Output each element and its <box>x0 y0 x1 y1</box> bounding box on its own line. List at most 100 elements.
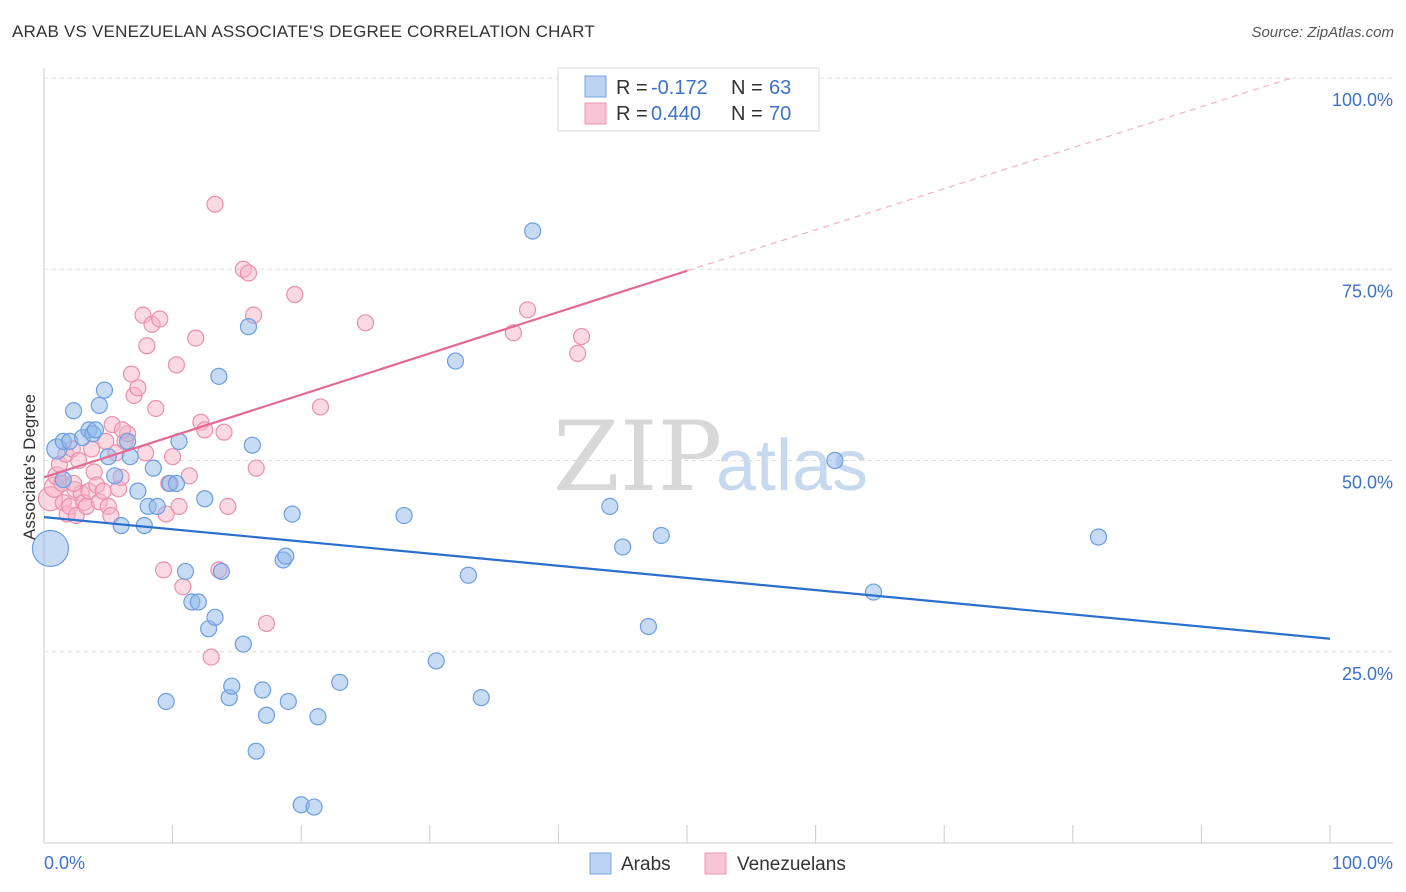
axes <box>43 68 1393 844</box>
arabs-point-60 <box>826 451 844 470</box>
arabs-point-28 <box>189 593 207 611</box>
arabs-point-52 <box>446 352 465 370</box>
venezuelans-point-54 <box>215 423 233 441</box>
arabs-point-24 <box>167 474 186 493</box>
arabs-point-50 <box>395 506 413 525</box>
venezuelans-point-61 <box>286 285 304 304</box>
arabs-point-35 <box>223 677 241 695</box>
venezuelans-point-63 <box>356 314 375 332</box>
legend-arab-r-label: R = <box>616 77 648 99</box>
gridlines <box>44 77 1393 653</box>
venezuelans-trend-extension <box>686 77 1292 272</box>
arabs-point-58 <box>639 617 658 636</box>
arabs-point-13 <box>106 467 124 485</box>
bottom-legend-venez-swatch <box>704 852 727 875</box>
y-tick-labels: 25.0% 50.0% 75.0% 100.0% <box>1332 90 1393 684</box>
venezuelans-point-48 <box>187 329 205 347</box>
legend-venez-r-value: 0.440 <box>651 103 701 125</box>
arabs-point-33 <box>212 562 231 581</box>
stats-legend: R = -0.172 N = 63 R = 0.440 N = 70 <box>557 67 820 132</box>
x-tick-label-max: 100.0% <box>1332 853 1393 873</box>
venezuelans-point-59 <box>247 459 265 477</box>
venezuelans-point-67 <box>572 327 591 346</box>
arabs-point-62 <box>1089 528 1108 546</box>
arabs-point-15 <box>118 432 137 450</box>
arabs-point-43 <box>277 547 295 565</box>
legend-venez-swatch <box>584 102 607 125</box>
venezuelans-point-43 <box>164 448 182 466</box>
arabs-point-54 <box>472 689 490 707</box>
venezuelans-point-51 <box>202 648 220 666</box>
venezuelans-point-55 <box>219 497 237 515</box>
bottom-legend-venez-label: Venezuelans <box>737 854 846 875</box>
arabs-point-10 <box>90 396 108 415</box>
arabs-point-49 <box>331 673 349 691</box>
legend-arab-swatch <box>584 75 607 98</box>
arabs-point-48 <box>309 708 327 726</box>
venezuelans-point-52 <box>206 195 224 213</box>
venezuelans-point-44 <box>167 356 186 374</box>
series-legend: Arabs Venezuelans <box>589 852 846 875</box>
arabs-point-47 <box>305 798 323 816</box>
arabs-point-57 <box>614 538 632 556</box>
venezuelans-point-65 <box>518 301 537 319</box>
y-tick-label-100: 100.0% <box>1332 90 1393 110</box>
arabs-point-56 <box>601 497 619 515</box>
arabs-point-31 <box>206 608 224 626</box>
venezuelans-point-38 <box>147 399 165 418</box>
arabs-point-9 <box>86 421 105 439</box>
arabs-point-37 <box>239 318 258 336</box>
chart-source: Source: ZipAtlas.com <box>1251 24 1394 41</box>
arabs-point-36 <box>234 635 252 653</box>
arabs-point-17 <box>129 482 147 500</box>
arabs-trend-line <box>43 516 1331 640</box>
arabs-point-5 <box>64 402 83 420</box>
legend-arab-r-value: -0.172 <box>651 77 708 99</box>
venezuelans-point-21 <box>94 482 112 500</box>
venezuelans-points <box>37 195 591 666</box>
arabs-point-39 <box>247 742 265 760</box>
legend-venez-r-label: R = <box>616 103 648 125</box>
arabs-point-44 <box>279 692 297 711</box>
venezuelans-point-39 <box>151 310 169 328</box>
arabs-point-59 <box>652 526 670 545</box>
watermark-zip: ZIP <box>553 401 722 513</box>
chart-title: ARAB VS VENEZUELAN ASSOCIATE'S DEGREE CO… <box>12 22 595 41</box>
venezuelans-point-57 <box>239 264 258 282</box>
y-tick-label-50: 50.0% <box>1342 473 1393 493</box>
arabs-point-21 <box>148 497 166 515</box>
arabs-point-11 <box>95 381 114 399</box>
legend-venez-n-value: 70 <box>769 103 791 125</box>
legend-arab-n-label: N = <box>731 77 763 99</box>
y-tick-label-75: 75.0% <box>1342 281 1393 301</box>
arabs-point-26 <box>176 562 195 581</box>
y-tick-label-25: 25.0% <box>1342 664 1393 684</box>
venezuelans-point-62 <box>311 398 330 416</box>
arabs-point-51 <box>427 652 445 670</box>
arabs-points <box>31 222 1108 816</box>
arabs-point-22 <box>157 692 175 711</box>
x-tick-label-min: 0.0% <box>44 853 85 873</box>
watermark-atlas: atlas <box>716 426 868 506</box>
legend-arab-n-value: 63 <box>769 77 791 99</box>
trend-lines <box>43 77 1331 640</box>
venezuelans-point-60 <box>257 614 276 633</box>
venezuelans-point-47 <box>180 467 198 485</box>
arabs-point-45 <box>283 505 301 523</box>
arabs-point-53 <box>459 566 477 584</box>
arabs-point-32 <box>210 367 228 385</box>
arabs-point-0 <box>31 529 70 568</box>
venezuelans-point-31 <box>122 365 141 383</box>
arabs-point-40 <box>254 681 272 699</box>
venezuelans-point-45 <box>170 497 188 515</box>
arabs-point-20 <box>144 459 162 477</box>
bottom-legend-arab-swatch <box>589 852 612 875</box>
arabs-point-41 <box>257 706 276 724</box>
legend-venez-n-label: N = <box>731 103 763 125</box>
arabs-point-61 <box>864 583 883 601</box>
venezuelans-point-33 <box>129 379 147 397</box>
arabs-point-38 <box>243 436 261 454</box>
arabs-point-29 <box>196 490 214 508</box>
venezuelans-point-66 <box>569 344 587 362</box>
